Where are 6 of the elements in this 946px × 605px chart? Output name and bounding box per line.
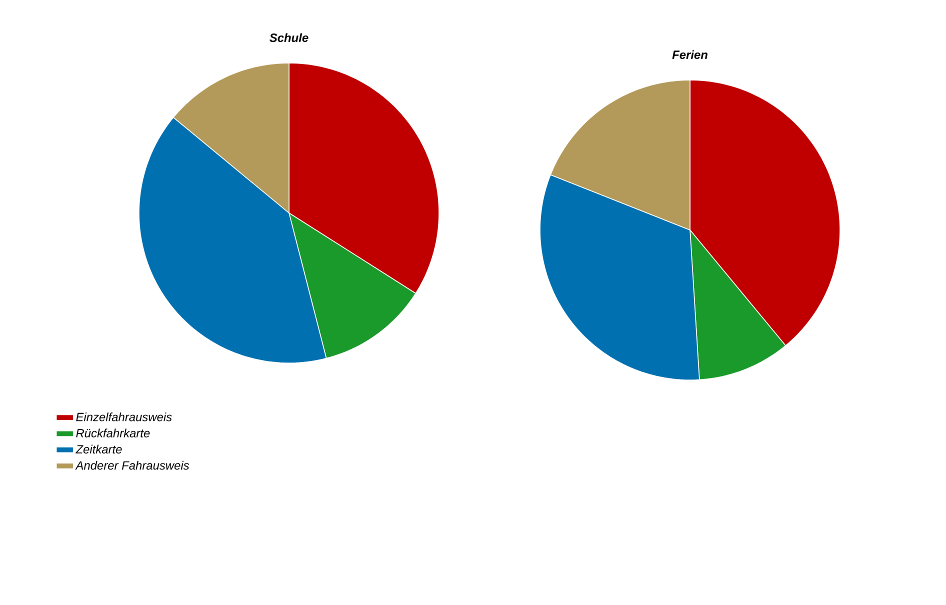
chart-title: Ferien — [672, 50, 708, 59]
legend-label: Rückfahrkarte — [76, 428, 150, 438]
legend-label: Anderer Fahrausweis — [75, 460, 190, 470]
legend-label: Einzelfahrausweis — [76, 412, 172, 422]
legend-label: Zeitkarte — [76, 444, 122, 454]
chart-title: Schule — [270, 33, 308, 42]
